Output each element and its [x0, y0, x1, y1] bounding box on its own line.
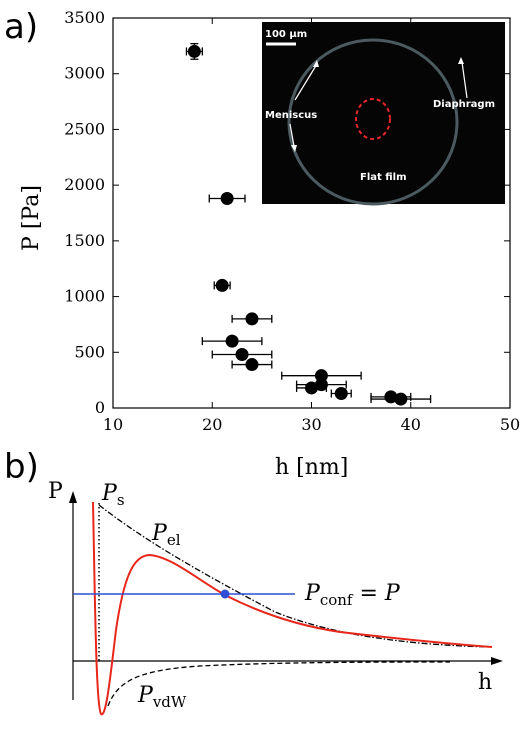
data-point — [281, 369, 362, 383]
data-point — [201, 334, 263, 348]
data-marker — [394, 392, 408, 406]
schematic-y-arrowhead — [69, 491, 77, 503]
p-el-label: Pel — [151, 521, 181, 549]
data-marker — [225, 334, 239, 348]
flat-film-label: Flat film — [360, 172, 407, 183]
y-tick-label: 3000 — [64, 64, 105, 83]
y-tick-label: 2500 — [64, 119, 105, 138]
x-tick-label: 50 — [500, 415, 520, 434]
data-marker — [305, 381, 318, 395]
data-point — [211, 348, 273, 362]
data-marker — [215, 278, 229, 292]
data-marker — [187, 44, 201, 58]
p-s-label: Ps — [101, 481, 125, 509]
x-axis-label: h [nm] — [275, 455, 348, 480]
data-point — [295, 381, 328, 395]
x-tick-label: 20 — [202, 415, 222, 434]
panel-a-label: a) — [4, 7, 38, 47]
x-tick-label: 30 — [301, 415, 321, 434]
data-marker — [314, 369, 328, 383]
p-vdw-curve — [107, 661, 451, 707]
p-conf-label: Pconf = P — [304, 581, 401, 609]
meniscus-arrow-down-head — [291, 145, 297, 152]
schematic-x-arrowhead — [491, 657, 503, 665]
data-marker — [235, 348, 249, 362]
data-point — [330, 387, 352, 401]
data-point — [370, 392, 432, 406]
inset-background — [262, 22, 505, 204]
diaphragm-label: Diaphragm — [433, 99, 495, 110]
data-marker — [384, 390, 398, 404]
p-vdw-label: PvdW — [137, 683, 187, 711]
diaphragm-arrow-head — [458, 57, 464, 64]
data-marker — [220, 192, 234, 206]
data-point — [208, 192, 246, 206]
y-tick-label: 3500 — [64, 8, 105, 27]
flat-film-region — [355, 98, 391, 140]
data-point — [231, 312, 273, 326]
data-point — [231, 358, 273, 372]
p-el-curve — [98, 504, 491, 648]
meniscus-arrow-up-head — [313, 60, 319, 67]
scalebar-label: 100 µm — [265, 29, 307, 40]
y-tick-label: 1500 — [64, 231, 105, 250]
equilibrium-point — [220, 589, 230, 599]
y-tick-label: 2000 — [64, 175, 105, 194]
data-points — [185, 42, 432, 406]
inset-image: 100 µm Meniscus Diaphragm Flat film — [262, 22, 505, 206]
data-marker — [245, 312, 259, 326]
schematic-plot: P h Ps Pel PvdW Pconf = P — [48, 479, 503, 716]
data-point — [185, 42, 203, 60]
meniscus-arrow-up — [294, 63, 318, 101]
y-axis-label: P [Pa] — [19, 185, 44, 251]
panel-b-label: b) — [4, 447, 39, 487]
meniscus-label: Meniscus — [265, 110, 317, 121]
data-point — [213, 278, 231, 292]
schematic-x-label: h — [478, 670, 492, 695]
meniscus-ring — [287, 38, 459, 206]
y-tick-label: 0 — [95, 398, 105, 417]
y-tick-label: 500 — [74, 342, 105, 361]
schematic-y-label: P — [48, 479, 63, 504]
data-marker — [245, 358, 259, 372]
y-tick-label: 1000 — [64, 287, 105, 306]
total-pressure-curve — [92, 501, 493, 716]
diaphragm-arrow — [461, 61, 468, 99]
x-tick-label: 40 — [401, 415, 421, 434]
data-marker — [334, 387, 348, 401]
meniscus-arrow-down — [289, 123, 295, 147]
x-tick-label: 10 — [103, 415, 123, 434]
